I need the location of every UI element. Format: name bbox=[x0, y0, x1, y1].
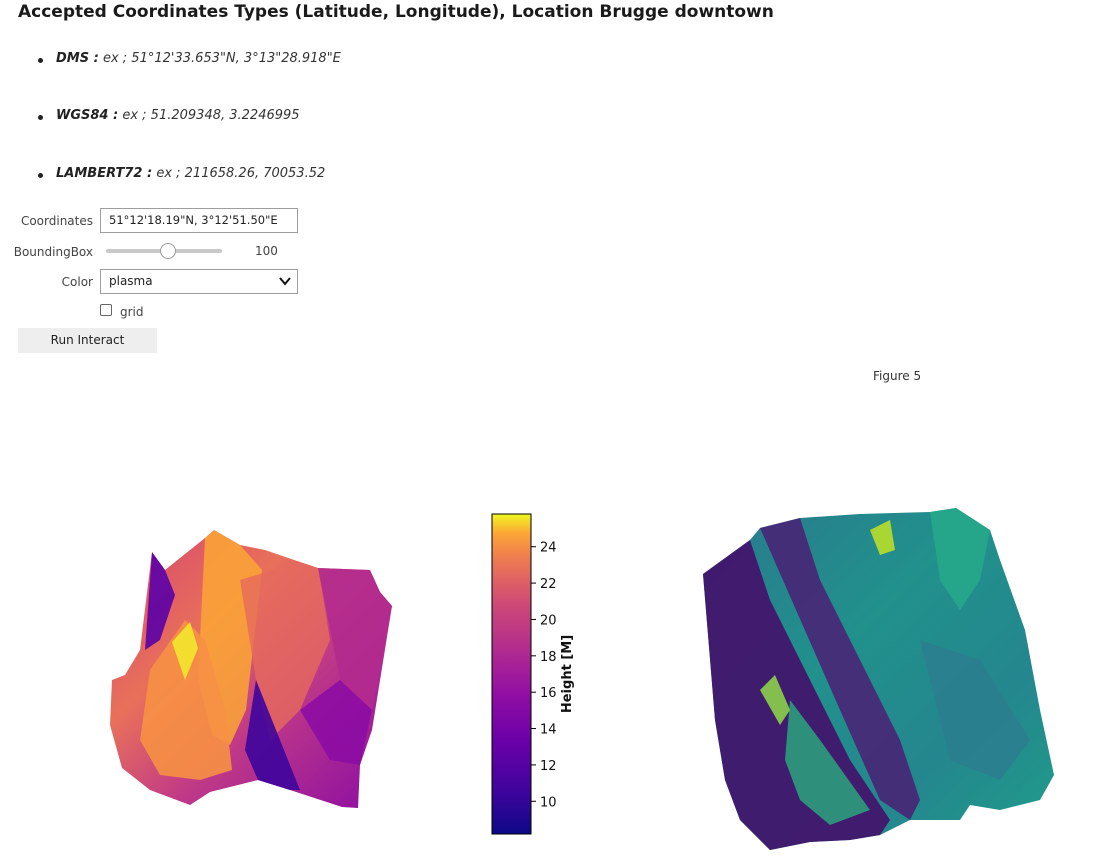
coord-type-example: ex ; 51°12'33.653"N, 3°13"28.918"E bbox=[102, 51, 341, 66]
colorbar-tick-label: 10 bbox=[540, 795, 557, 810]
viridis-peak-high bbox=[760, 675, 790, 725]
bounding-box-label: BoundingBox bbox=[13, 245, 93, 259]
colorbar-gradient bbox=[491, 513, 532, 835]
colorbar: 10 12 14 16 18 20 22 24 Height [M] bbox=[491, 513, 575, 835]
viridis-block-right bbox=[920, 640, 1030, 780]
viridis-block-top bbox=[930, 508, 990, 610]
coordinates-label: Coordinates bbox=[20, 214, 93, 228]
list-item-dms: DMS : ex ; 51°12'33.653"N, 3°13"28.918"E bbox=[38, 51, 341, 66]
grid-checkbox[interactable] bbox=[100, 304, 112, 316]
list-item-wgs84: WGS84 : ex ; 51.209348, 3.2246995 bbox=[38, 108, 300, 123]
viridis-peak-top bbox=[870, 520, 895, 555]
viridis-street-low bbox=[703, 540, 890, 850]
surface-plot-plasma bbox=[110, 530, 392, 808]
bullet-icon bbox=[38, 115, 43, 120]
colorbar-label: Height [M] bbox=[560, 635, 575, 713]
plasma-peak-high bbox=[140, 620, 232, 780]
coord-type-example: ex ; 211658.26, 70053.52 bbox=[156, 166, 326, 181]
figure-canvas: 10 12 14 16 18 20 22 24 Height [M] bbox=[110, 508, 1054, 850]
color-select-value: plasma bbox=[109, 274, 153, 288]
bullet-icon bbox=[38, 58, 43, 63]
colorbar-ticks: 10 12 14 16 18 20 22 24 bbox=[531, 541, 557, 810]
colorbar-tick-label: 20 bbox=[540, 613, 557, 628]
coord-type-name: WGS84 : bbox=[56, 108, 119, 123]
colorbar-tick-label: 16 bbox=[540, 686, 557, 701]
plasma-block-mid bbox=[240, 562, 330, 740]
surface-plot-viridis bbox=[703, 508, 1054, 850]
grid-label: grid bbox=[120, 305, 144, 319]
viridis-block-green bbox=[785, 700, 870, 825]
plasma-peak-top bbox=[172, 622, 198, 680]
plasma-block-right bbox=[318, 568, 392, 710]
run-interact-button[interactable]: Run Interact bbox=[18, 328, 157, 353]
coord-type-example: ex ; 51.209348, 3.2246995 bbox=[122, 108, 300, 123]
colorbar-tick-label: 18 bbox=[540, 650, 557, 665]
coord-type-name: DMS : bbox=[56, 51, 99, 66]
bullet-icon bbox=[38, 173, 43, 178]
viridis-canal-low bbox=[760, 518, 920, 820]
list-item-lambert72: LAMBERT72 : ex ; 211658.26, 70053.52 bbox=[38, 166, 325, 181]
bounding-box-slider-handle[interactable] bbox=[160, 243, 176, 259]
plasma-street-left bbox=[145, 552, 175, 650]
color-select[interactable]: plasma bbox=[100, 269, 298, 294]
coord-type-name: LAMBERT72 : bbox=[56, 166, 153, 181]
coordinates-input[interactable]: 51°12'18.19"N, 3°12'51.50"E bbox=[100, 208, 298, 233]
bounding-box-value: 100 bbox=[255, 244, 278, 258]
color-label: Color bbox=[61, 275, 93, 289]
colorbar-tick-label: 12 bbox=[540, 759, 557, 774]
plasma-street-low bbox=[245, 680, 300, 790]
colorbar-tick-label: 24 bbox=[540, 541, 557, 556]
chevron-down-icon bbox=[279, 277, 291, 286]
plasma-low-block bbox=[300, 680, 372, 765]
figure-title: Figure 5 bbox=[873, 369, 922, 383]
page-title: Accepted Coordinates Types (Latitude, Lo… bbox=[18, 2, 774, 22]
colorbar-tick-label: 14 bbox=[540, 723, 557, 738]
colorbar-tick-label: 22 bbox=[540, 577, 557, 592]
